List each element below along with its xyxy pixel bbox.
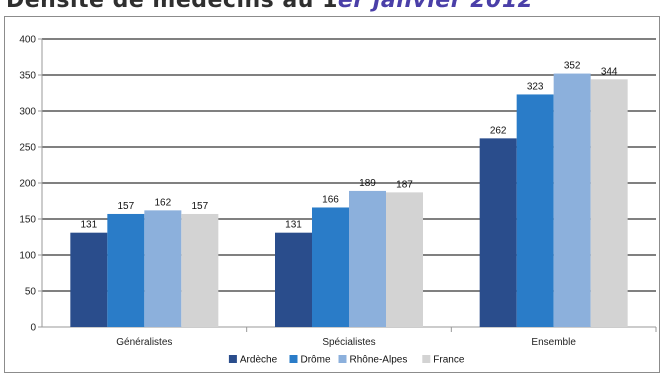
chart-title: Densité de médecins au 1er janvier 2012 <box>6 0 533 13</box>
bar-france <box>590 79 628 327</box>
bar-france <box>181 213 219 327</box>
data-label: 162 <box>154 197 171 208</box>
y-tick-label: 400 <box>19 35 36 46</box>
legend-swatch <box>228 355 237 363</box>
data-label: 166 <box>322 194 339 205</box>
y-tick-label: 150 <box>19 215 36 226</box>
x-tick-label: Spécialistes <box>322 337 375 348</box>
chart-frame: 0 50 100 150 200 250 300 350 400 131 157 162 157 Géné… <box>4 16 660 373</box>
bar-rh-ne-alpes <box>349 190 386 327</box>
bar-chart: 0 50 100 150 200 250 300 350 400 131 157 162 157 Géné… <box>19 35 657 366</box>
y-tick-label: 0 <box>30 323 36 334</box>
data-label: 157 <box>191 201 208 212</box>
chart-title-prefix: Densité de médecins au 1 <box>6 0 338 13</box>
bar-france <box>386 192 423 327</box>
legend-swatch <box>289 355 298 363</box>
legend-item-label: France <box>433 355 465 366</box>
legend-swatch <box>422 355 431 363</box>
y-tick-label: 100 <box>19 251 36 262</box>
data-label: 157 <box>117 201 134 212</box>
bar-ard-che <box>70 232 108 327</box>
legend-item-label: Rhône-Alpes <box>350 355 408 366</box>
y-tick-label: 50 <box>25 287 37 298</box>
bar-rh-ne-alpes <box>144 210 182 327</box>
data-label: 131 <box>80 220 97 231</box>
y-tick-label: 200 <box>19 179 36 190</box>
legend-item-label: Ardèche <box>240 355 278 366</box>
legend-item-label: Drôme <box>301 355 331 366</box>
data-label: 352 <box>564 61 581 72</box>
x-tick-label: Généralistes <box>116 337 172 348</box>
bar-dr-me <box>516 94 554 327</box>
legend-swatch <box>338 355 347 363</box>
data-label: 323 <box>527 81 544 92</box>
data-label: 187 <box>396 179 413 190</box>
bar-ard-che <box>275 232 312 327</box>
bar-dr-me <box>312 207 349 327</box>
bar-dr-me <box>107 213 145 327</box>
data-label: 189 <box>359 178 376 189</box>
data-label: 262 <box>490 125 507 136</box>
bar-rh-ne-alpes <box>553 73 591 327</box>
chart-title-emphasis: er janvier 2012 <box>337 0 534 13</box>
y-tick-label: 250 <box>19 143 36 154</box>
x-tick-label: Ensemble <box>531 337 576 348</box>
y-tick-label: 350 <box>19 71 36 82</box>
data-label: 344 <box>601 66 618 77</box>
bar-ard-che <box>479 138 517 327</box>
y-tick-label: 300 <box>19 107 36 118</box>
data-label: 131 <box>285 220 302 231</box>
